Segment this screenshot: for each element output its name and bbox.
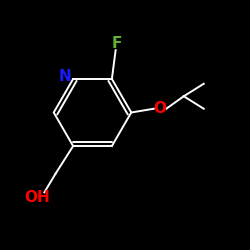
Text: O: O [153,101,166,116]
Text: F: F [112,36,122,51]
Text: N: N [59,70,72,84]
Text: OH: OH [24,190,50,205]
